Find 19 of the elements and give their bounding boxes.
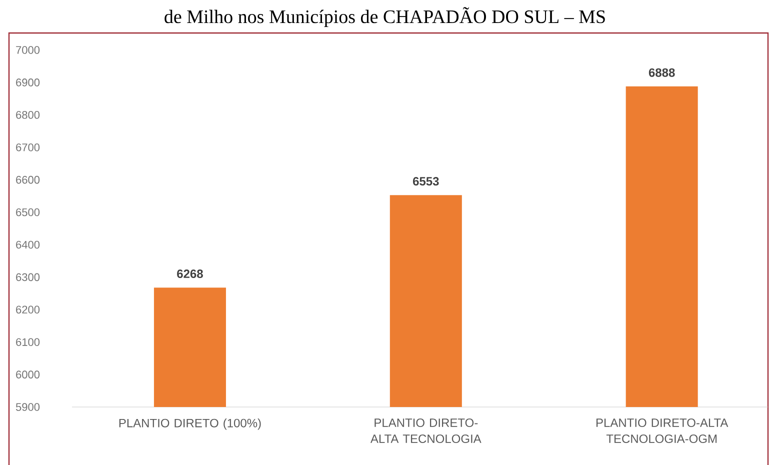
x-tick-label: PLANTIO DIRETO-ALTA TECNOLOGIA-OGM bbox=[596, 418, 728, 444]
data-label: 6888 bbox=[648, 68, 675, 77]
y-tick-label: 6800 bbox=[16, 111, 40, 119]
y-tick-label: 6200 bbox=[16, 306, 40, 314]
y-tick-label: 7000 bbox=[16, 46, 40, 54]
y-tick-label: 6300 bbox=[16, 273, 40, 282]
x-tick-label: PLANTIO DIRETO-ALTA TECNOLOGIA bbox=[370, 418, 482, 444]
x-tick-label: PLANTIO DIRETO (100%) bbox=[119, 418, 261, 430]
y-tick-label: 6400 bbox=[16, 240, 40, 249]
data-label: 6268 bbox=[177, 270, 203, 278]
data-label: 6553 bbox=[412, 177, 439, 186]
y-tick-label: 6900 bbox=[16, 78, 40, 86]
chart-title: de Milho nos Municípios de CHAPADÃO DO SUL – MS bbox=[164, 7, 605, 28]
y-tick-label: 6100 bbox=[16, 338, 40, 346]
y-tick-label: 6000 bbox=[16, 370, 40, 378]
y-tick-label: 5900 bbox=[16, 403, 40, 411]
y-tick-label: 6700 bbox=[16, 143, 40, 152]
y-tick-label: 6500 bbox=[16, 208, 40, 216]
y-tick-label: 6600 bbox=[16, 176, 40, 184]
